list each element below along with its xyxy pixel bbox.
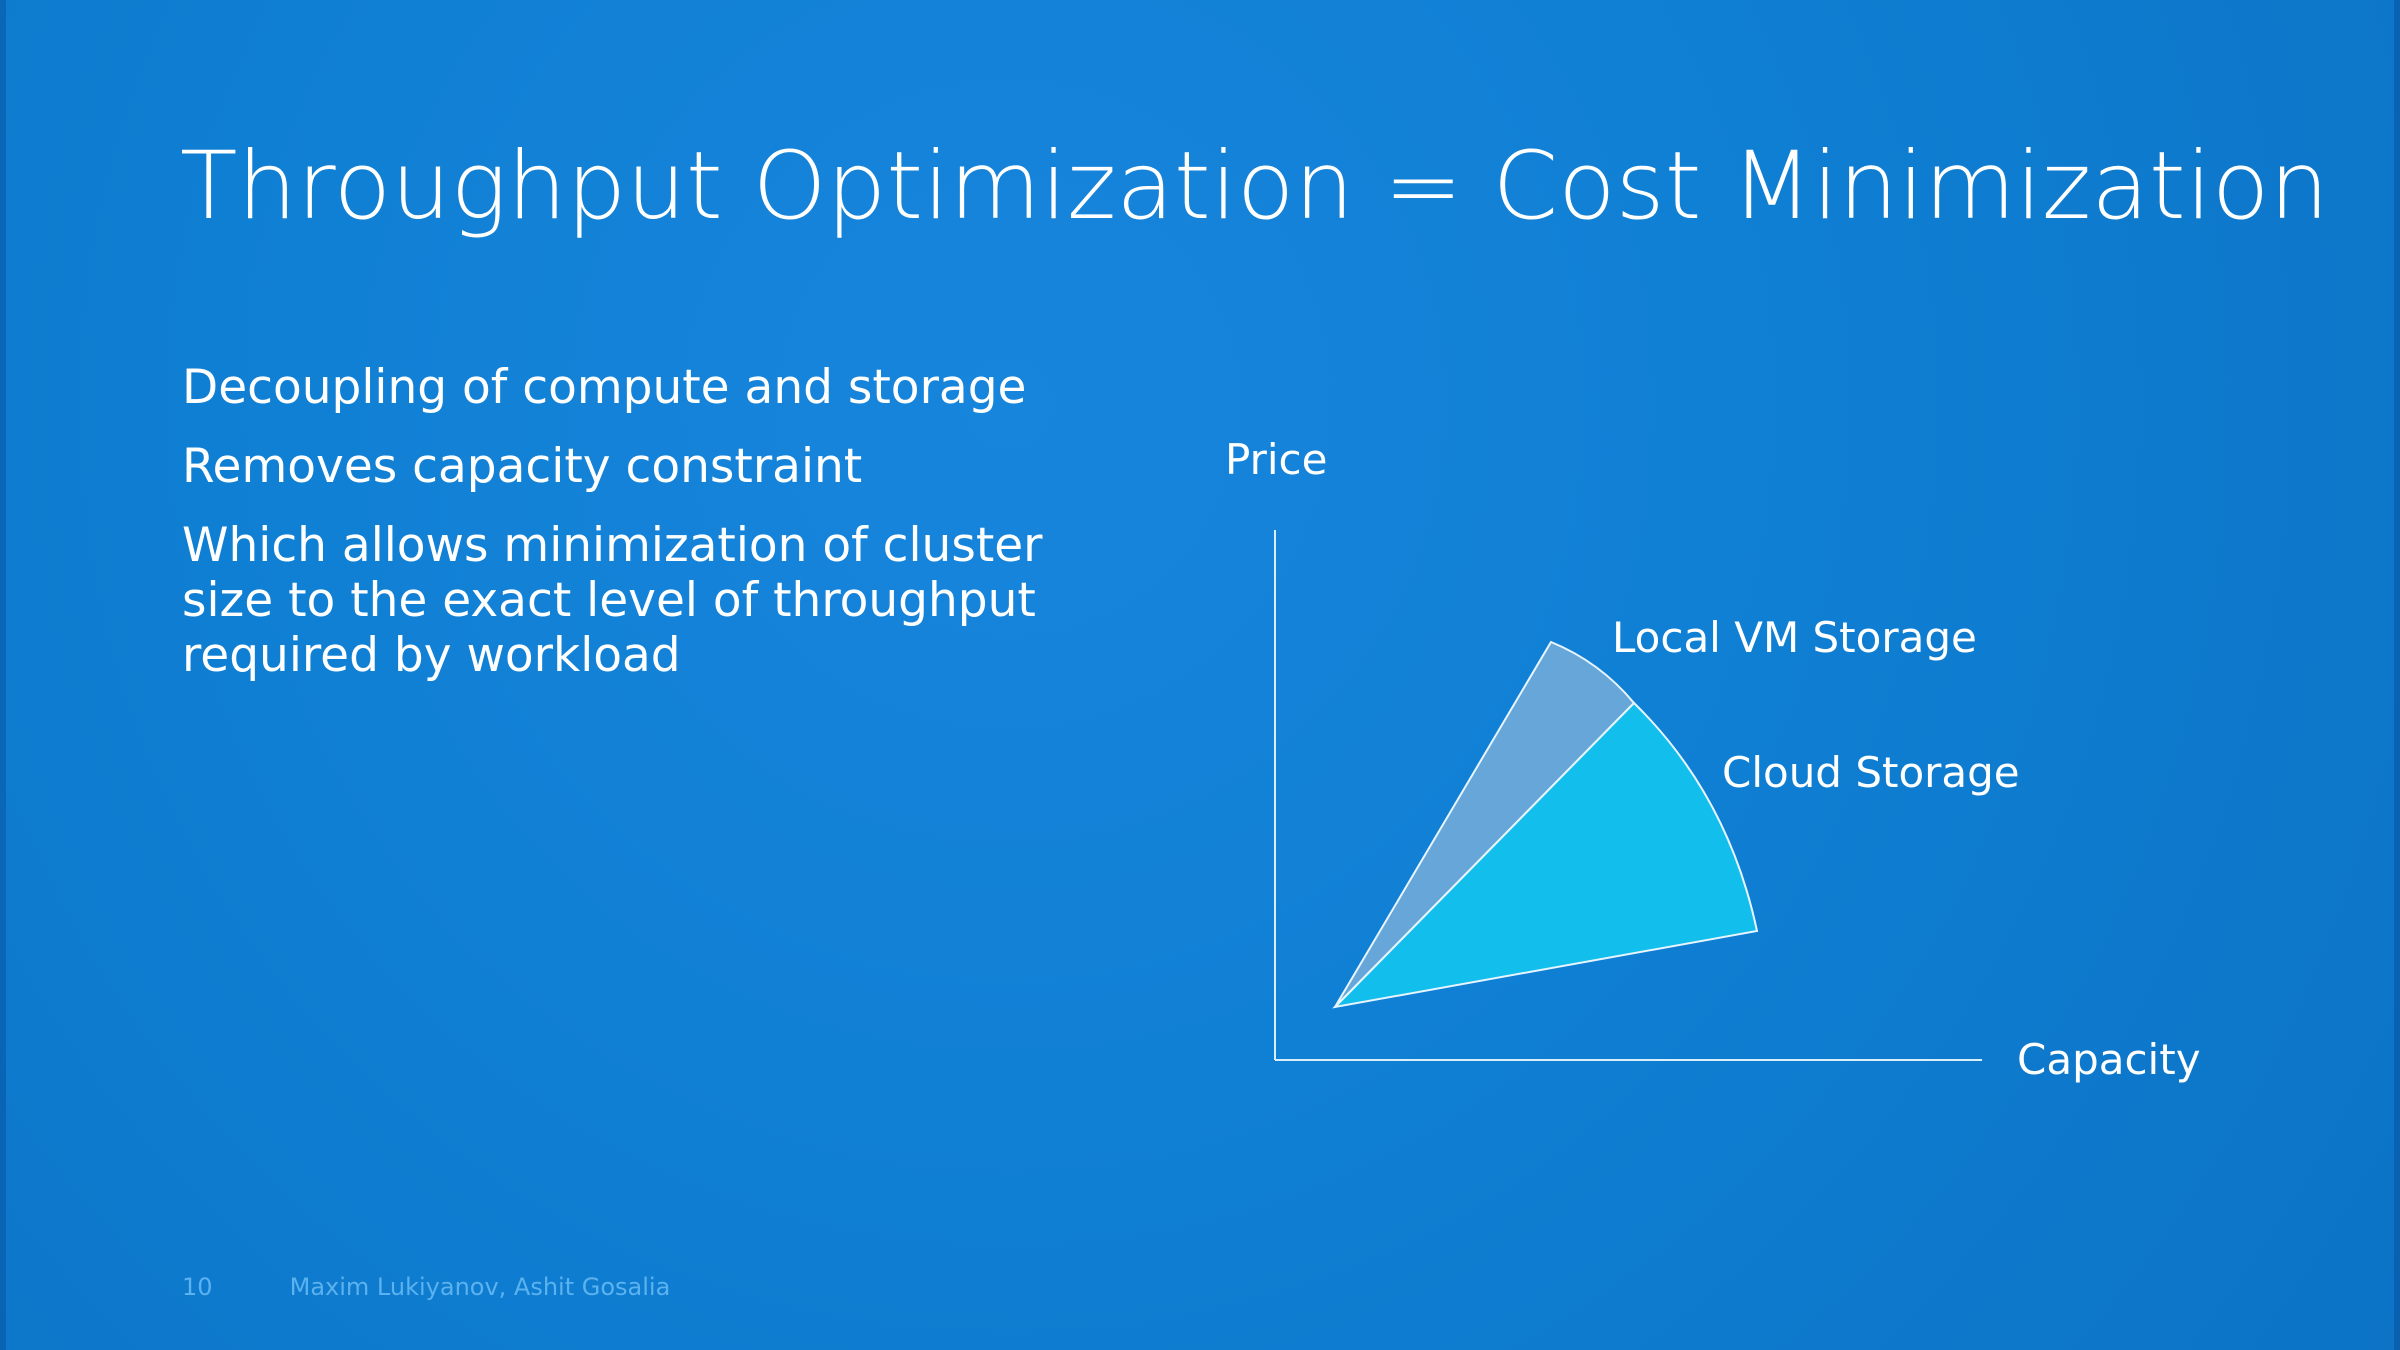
local-vm-storage-label: Local VM Storage — [1612, 613, 1977, 662]
local-vm-storage-sector — [1334, 640, 1636, 1008]
cloud-storage-sector — [1332, 701, 1759, 1009]
cloud-storage-label: Cloud Storage — [1722, 748, 2020, 797]
bullet-capacity-constraint: Removes capacity constraint — [182, 439, 863, 494]
capacity-axis-label: Capacity — [2017, 1035, 2201, 1084]
slide-title: Throughput Optimization = Cost Minimizat… — [180, 132, 2329, 241]
price-axis-label: Price — [1225, 435, 1327, 484]
bullet-decoupling: Decoupling of compute and storage — [182, 360, 1027, 415]
slide-right-edge — [2394, 0, 2400, 1350]
bullet-list: Decoupling of compute and storage Remove… — [182, 360, 1112, 707]
slide-footer: 10 Maxim Lukiyanov, Ashit Gosalia — [182, 1273, 670, 1301]
footer-authors: Maxim Lukiyanov, Ashit Gosalia — [289, 1273, 671, 1301]
slide-left-edge — [0, 0, 6, 1350]
bullet-cluster-minimization: Which allows minimization of cluster siz… — [182, 518, 1043, 683]
page-number: 10 — [182, 1273, 213, 1301]
